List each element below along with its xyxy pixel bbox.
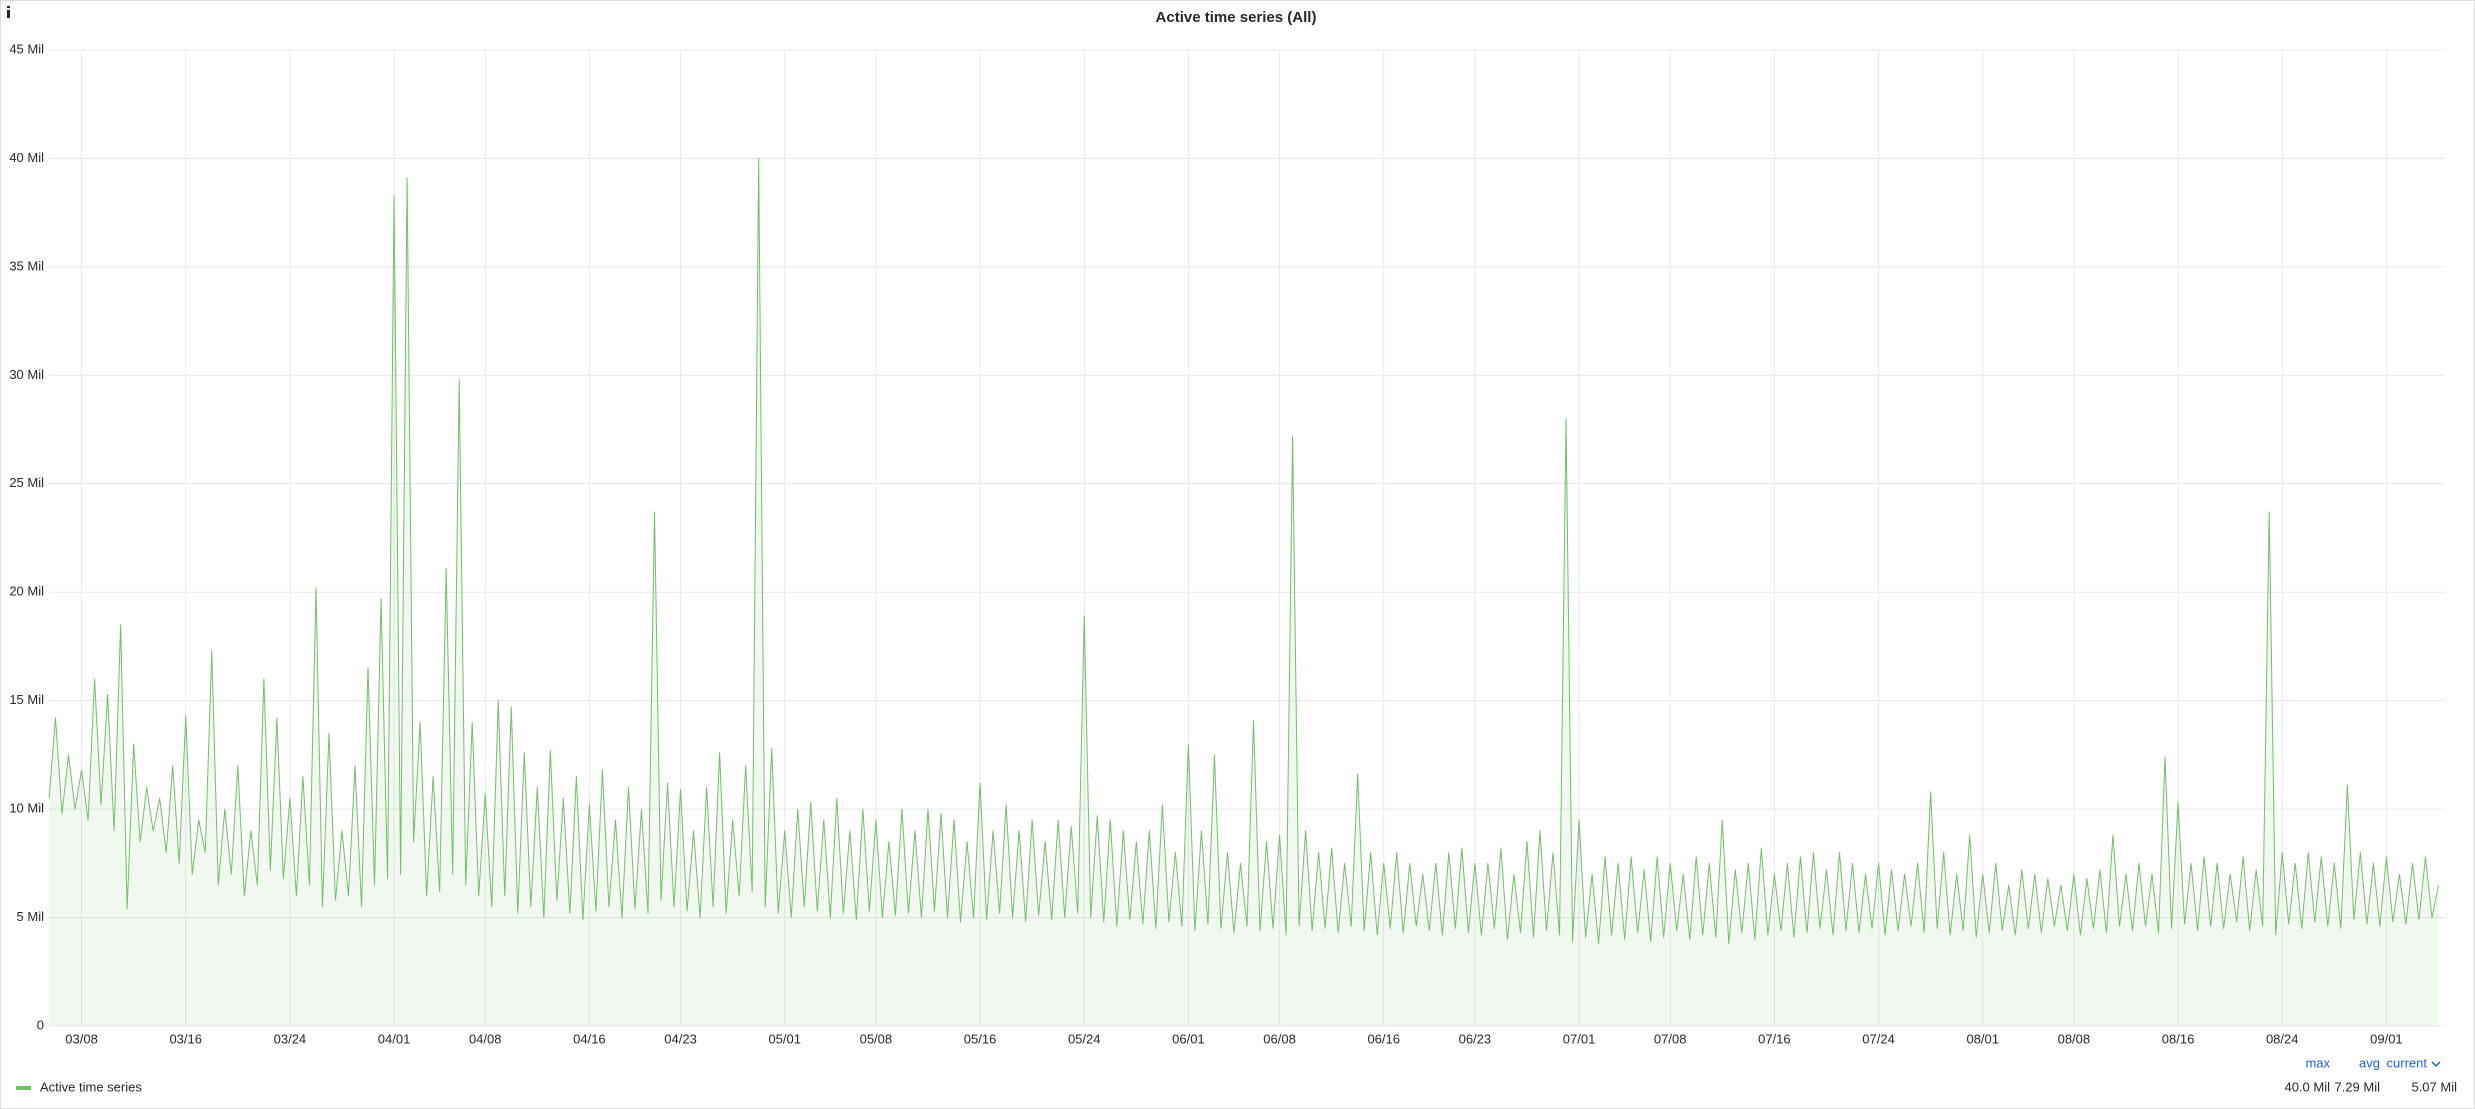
info-bar xyxy=(7,10,10,18)
legend-stat-value: 5.07 Mil xyxy=(2411,1079,2457,1094)
chart-title: Active time series (All) xyxy=(1156,9,1317,26)
x-tick-label: 08/01 xyxy=(1966,1031,1999,1046)
legend-stat-value: 40.0 Mil xyxy=(2284,1079,2330,1094)
info-icon[interactable] xyxy=(7,6,10,18)
area-fill xyxy=(49,158,2439,1026)
series-line xyxy=(48,157,2439,945)
y-tick-label: 40 Mil xyxy=(9,150,44,165)
y-tick-label: 30 Mil xyxy=(9,367,44,382)
legend-stat-header[interactable]: current xyxy=(2387,1055,2428,1070)
y-tick-label: 15 Mil xyxy=(9,692,44,707)
legend-stat-header[interactable]: max xyxy=(2305,1055,2330,1070)
x-tick-label: 07/01 xyxy=(1563,1031,1596,1046)
x-tick-label: 06/01 xyxy=(1172,1031,1205,1046)
x-tick-label: 07/08 xyxy=(1654,1031,1687,1046)
legend-stat-value: 7.29 Mil xyxy=(2334,1079,2380,1094)
y-tick-label: 35 Mil xyxy=(9,258,44,273)
x-tick-label: 04/16 xyxy=(573,1031,606,1046)
x-tick-label: 06/16 xyxy=(1367,1031,1400,1046)
x-tick-label: 05/24 xyxy=(1068,1031,1101,1046)
x-tick-label: 06/08 xyxy=(1263,1031,1296,1046)
legend-stat-header[interactable]: avg xyxy=(2359,1055,2380,1070)
info-dot xyxy=(7,6,10,8)
x-tick-label: 08/16 xyxy=(2162,1031,2195,1046)
x-tick-label: 03/24 xyxy=(274,1031,307,1046)
x-tick-label: 04/08 xyxy=(469,1031,502,1046)
x-tick-label: 08/08 xyxy=(2058,1031,2091,1046)
x-tick-label: 07/24 xyxy=(1862,1031,1895,1046)
legend-label[interactable]: Active time series xyxy=(40,1079,142,1094)
y-tick-label: 10 Mil xyxy=(9,801,44,816)
y-tick-label: 45 Mil xyxy=(9,41,44,56)
y-tick-label: 20 Mil xyxy=(9,584,44,599)
x-tick-label: 05/16 xyxy=(964,1031,997,1046)
x-tick-label: 05/08 xyxy=(860,1031,893,1046)
x-tick-label: 07/16 xyxy=(1758,1031,1791,1046)
x-tick-label: 05/01 xyxy=(768,1031,801,1046)
x-tick-label: 06/23 xyxy=(1459,1031,1492,1046)
x-tick-label: 09/01 xyxy=(2370,1031,2403,1046)
y-tick-label: 0 xyxy=(37,1017,44,1032)
x-tick-label: 03/08 xyxy=(65,1031,98,1046)
sort-chevron[interactable] xyxy=(2431,1061,2441,1068)
y-tick-label: 5 Mil xyxy=(17,909,45,924)
x-tick-label: 04/23 xyxy=(664,1031,697,1046)
x-tick-label: 03/16 xyxy=(169,1031,202,1046)
y-tick-label: 25 Mil xyxy=(9,475,44,490)
x-tick-label: 04/01 xyxy=(378,1031,411,1046)
x-tick-label: 08/24 xyxy=(2266,1031,2299,1046)
